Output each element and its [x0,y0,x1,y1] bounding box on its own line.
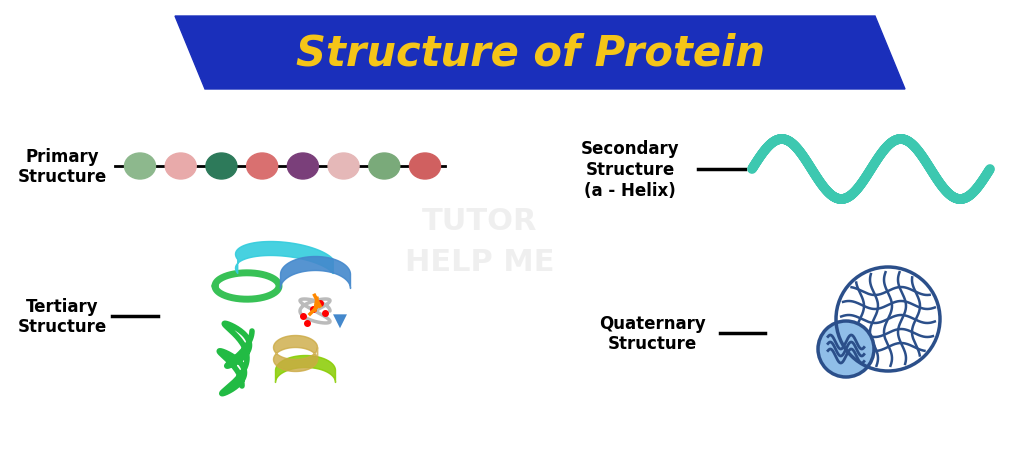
Text: Primary
Structure: Primary Structure [17,147,106,186]
Ellipse shape [288,154,318,179]
Text: Quaternary
Structure: Quaternary Structure [599,314,706,353]
Circle shape [818,321,874,377]
Circle shape [836,267,940,371]
Ellipse shape [328,154,359,179]
Ellipse shape [125,154,156,179]
Text: Tertiary
Structure: Tertiary Structure [17,297,106,336]
Ellipse shape [165,154,197,179]
Ellipse shape [369,154,399,179]
Text: TUTOR
HELP ME: TUTOR HELP ME [406,207,555,276]
Ellipse shape [247,154,278,179]
Text: Structure of Protein: Structure of Protein [296,32,765,74]
Text: Secondary
Structure
(a - Helix): Secondary Structure (a - Helix) [581,140,679,199]
Ellipse shape [206,154,237,179]
Polygon shape [175,17,905,90]
Ellipse shape [410,154,440,179]
